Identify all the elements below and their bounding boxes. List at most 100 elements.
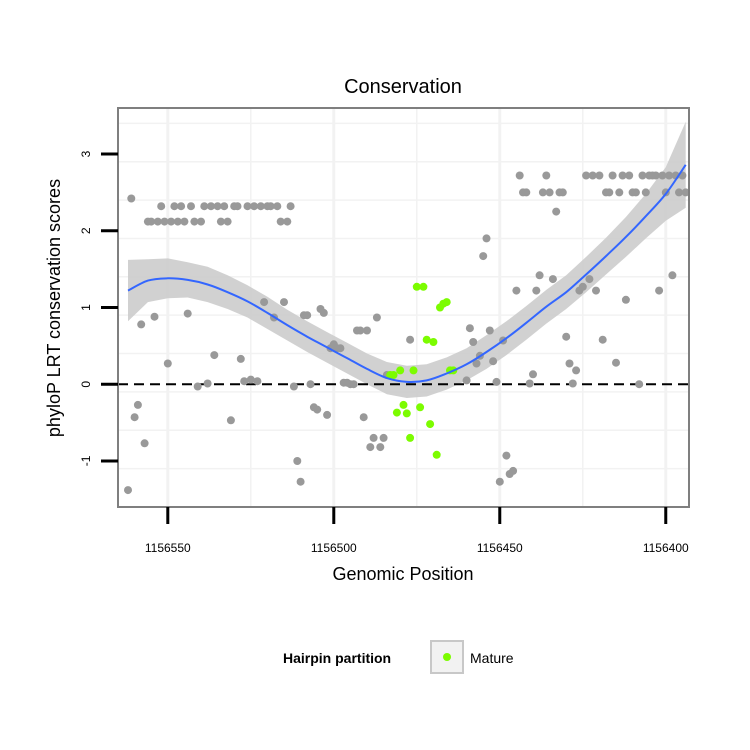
other-point — [635, 380, 644, 389]
other-point — [210, 351, 219, 360]
other-point — [562, 332, 571, 341]
other-point — [535, 271, 544, 280]
confidence-ribbon-layer — [128, 121, 686, 399]
other-point — [548, 275, 557, 284]
other-point — [183, 309, 192, 318]
other-point — [406, 335, 415, 344]
other-point — [203, 379, 212, 388]
other-point — [124, 486, 132, 495]
other-point — [323, 410, 332, 419]
other-point — [173, 217, 182, 226]
other-point — [356, 326, 365, 335]
other-point — [233, 202, 242, 211]
other-point — [153, 217, 162, 226]
other-point — [638, 171, 647, 180]
other-point — [193, 382, 202, 391]
other-point — [319, 308, 328, 317]
other-point — [552, 207, 561, 216]
other-point — [190, 217, 199, 226]
other-point — [256, 202, 265, 211]
mature-point — [399, 400, 408, 409]
other-point — [462, 376, 471, 385]
other-point — [163, 359, 172, 368]
other-point — [592, 286, 600, 295]
mature-point — [389, 371, 398, 379]
other-point — [260, 298, 269, 307]
other-point — [529, 370, 537, 379]
mature-point — [432, 450, 441, 459]
x-tick-label: 1156500 — [311, 541, 357, 555]
other-point — [515, 171, 524, 180]
legend: Hairpin partition Mature — [283, 640, 514, 674]
y-tick-label: -1 — [79, 455, 93, 466]
other-point — [542, 171, 551, 180]
axes: 1156550 1156500 1156450 1156400 -1 0 1 2 3 — [79, 150, 689, 555]
other-point — [273, 202, 282, 211]
mature-point — [402, 409, 411, 418]
x-tick-label: 1156400 — [643, 541, 689, 555]
other-point — [595, 171, 604, 180]
other-point — [130, 413, 139, 422]
other-point — [197, 217, 205, 226]
y-tick-label: 3 — [79, 150, 93, 157]
other-point — [525, 379, 534, 388]
other-point — [150, 312, 159, 321]
other-point — [615, 188, 624, 197]
other-point — [618, 171, 627, 180]
other-point — [668, 271, 677, 280]
other-point — [363, 326, 371, 335]
other-point — [147, 217, 156, 226]
other-point — [379, 433, 388, 442]
y-axis-label: phyloP LRT conservation scores — [44, 179, 64, 437]
other-point — [140, 439, 149, 448]
mature-point — [442, 298, 451, 307]
mature-point — [429, 338, 438, 346]
other-point — [565, 359, 574, 368]
other-point — [223, 217, 232, 226]
chart-title: Conservation — [344, 76, 462, 98]
y-tick-label: 1 — [79, 304, 93, 311]
other-point — [605, 188, 614, 197]
mature-point — [406, 433, 415, 442]
other-point — [266, 202, 275, 211]
other-point — [200, 202, 209, 211]
grid — [118, 108, 689, 508]
other-point — [157, 202, 166, 211]
mature-point — [392, 408, 401, 417]
other-point — [502, 451, 511, 460]
other-point — [522, 188, 531, 197]
other-point — [296, 477, 305, 486]
other-point — [160, 217, 169, 226]
other-point — [512, 286, 521, 295]
other-point — [485, 326, 494, 335]
other-point — [588, 171, 597, 180]
other-point — [509, 466, 518, 475]
other-point — [127, 194, 136, 203]
other-point — [226, 416, 235, 425]
mature-point — [409, 366, 418, 375]
other-point — [651, 171, 660, 180]
other-point — [545, 188, 554, 197]
other-point — [372, 313, 381, 322]
other-point — [137, 320, 146, 329]
mature-point — [416, 403, 425, 412]
other-point — [180, 217, 189, 226]
other-point — [240, 377, 249, 386]
other-point — [213, 202, 222, 211]
other-point — [336, 344, 345, 353]
other-point — [220, 202, 229, 211]
other-point — [492, 377, 501, 386]
other-point — [612, 358, 620, 367]
other-point — [578, 282, 587, 291]
other-point — [366, 443, 375, 452]
other-point — [641, 188, 650, 197]
other-point — [303, 311, 312, 320]
other-point — [207, 202, 215, 211]
other-point — [495, 477, 504, 486]
other-point — [472, 359, 481, 368]
mature-point — [396, 366, 405, 375]
other-point — [133, 400, 142, 409]
other-point — [625, 171, 634, 180]
other-point — [568, 379, 577, 388]
